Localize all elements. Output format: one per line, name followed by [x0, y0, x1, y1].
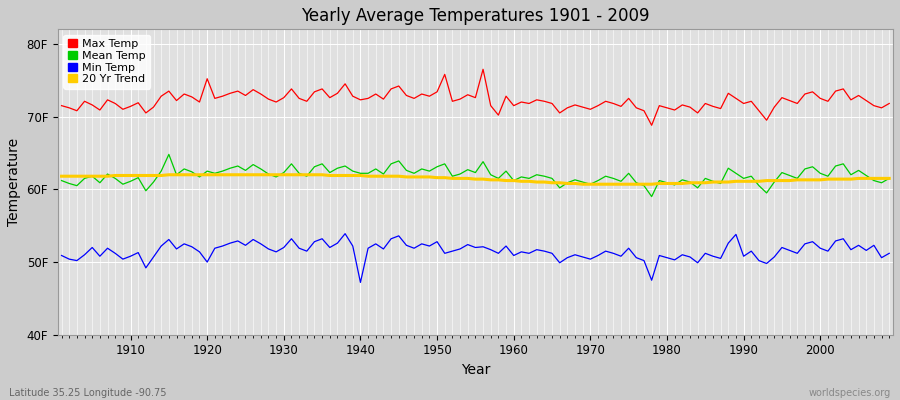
Title: Yearly Average Temperatures 1901 - 2009: Yearly Average Temperatures 1901 - 2009 — [302, 7, 650, 25]
Text: worldspecies.org: worldspecies.org — [809, 388, 891, 398]
Y-axis label: Temperature: Temperature — [7, 138, 21, 226]
Legend: Max Temp, Mean Temp, Min Temp, 20 Yr Trend: Max Temp, Mean Temp, Min Temp, 20 Yr Tre… — [63, 35, 150, 89]
Text: Latitude 35.25 Longitude -90.75: Latitude 35.25 Longitude -90.75 — [9, 388, 166, 398]
X-axis label: Year: Year — [461, 363, 491, 377]
